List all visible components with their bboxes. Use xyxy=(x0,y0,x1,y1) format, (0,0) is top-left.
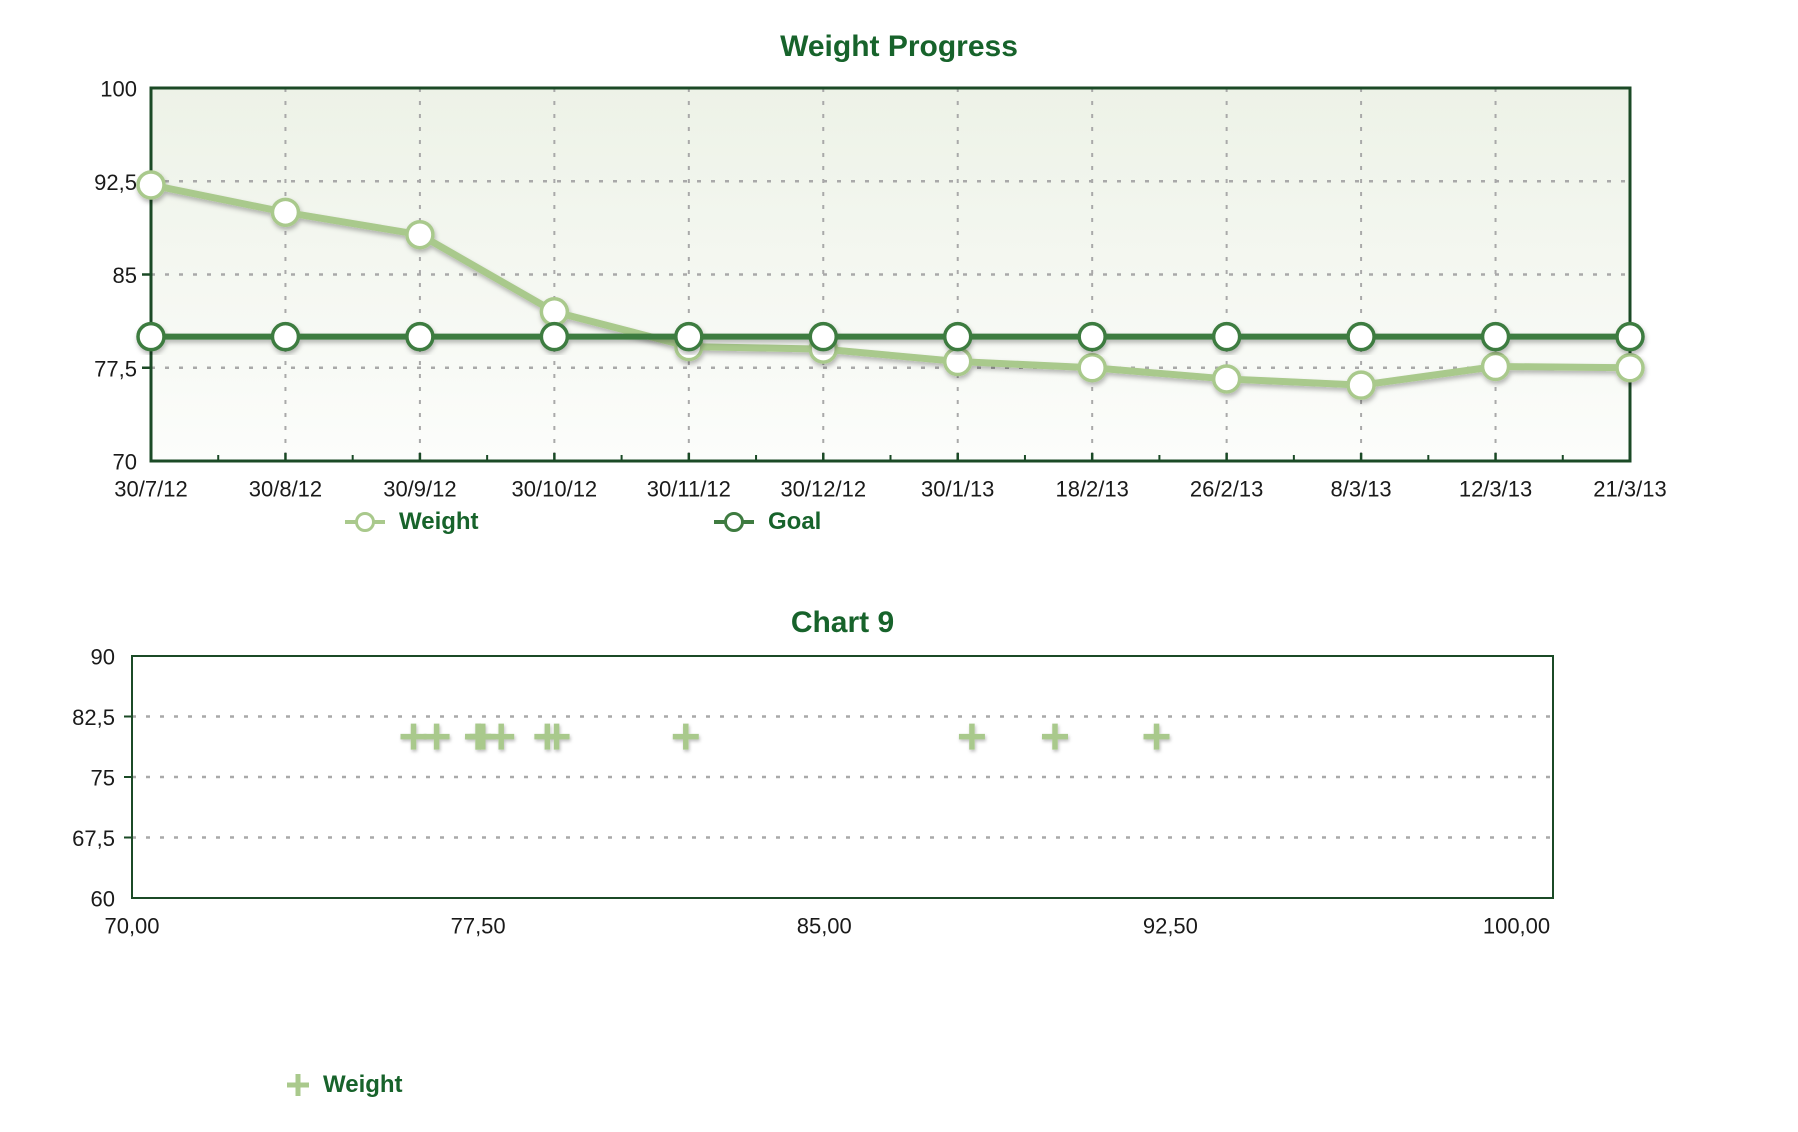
x-tick-label: 85,00 xyxy=(797,914,852,939)
weight-legend-circle xyxy=(355,512,375,532)
weight-point-marker xyxy=(405,219,435,250)
x-tick-label: 100,00 xyxy=(1483,914,1550,939)
weight-point-marker xyxy=(1480,351,1511,382)
weight-legend-marker xyxy=(345,512,385,532)
goal-point-marker xyxy=(1077,321,1107,352)
x-tick-label: 30/12/12 xyxy=(780,477,866,502)
goal-point-marker xyxy=(1615,321,1645,352)
x-tick-label: 21/3/13 xyxy=(1593,477,1666,502)
goal-series xyxy=(136,321,1645,352)
y-tick-label: 60 xyxy=(91,887,115,912)
weight-point-marker xyxy=(270,197,301,228)
weight-scatter-point xyxy=(423,723,450,750)
x-tick-label: 30/10/12 xyxy=(512,477,598,502)
goal-point-marker xyxy=(539,321,570,352)
x-tick-label: 30/7/12 xyxy=(114,477,187,502)
x-tick-label: 77,50 xyxy=(451,914,506,939)
goal-point-marker xyxy=(405,321,435,352)
y-tick-label: 67,5 xyxy=(72,826,115,851)
y-tick-label: 90 xyxy=(91,645,115,670)
x-tick-label: 12/3/13 xyxy=(1459,477,1532,502)
weight-scatter-point xyxy=(672,723,699,750)
weight-scatter-legend-label: Weight xyxy=(323,1071,403,1098)
y-tick-label: 82,5 xyxy=(72,705,115,730)
goal-point-marker xyxy=(808,321,839,352)
y-tick-label: 85 xyxy=(113,263,137,288)
y-tick-label: 75 xyxy=(91,766,115,791)
weight-scatter-point xyxy=(534,723,561,750)
legend-item-weight: Weight xyxy=(343,508,479,536)
weight-scatter-legend-plus xyxy=(287,1074,309,1096)
weight-point-marker xyxy=(942,346,973,377)
weight-point-marker xyxy=(1211,364,1242,394)
goal-point-marker xyxy=(674,321,704,352)
goal-point-marker xyxy=(1480,321,1511,352)
legend-item-weight-scatter: Weight xyxy=(285,1071,403,1099)
legend-item-goal: Goal xyxy=(712,508,821,536)
weight-scatter-point xyxy=(958,723,985,750)
weight-point-marker xyxy=(539,297,570,327)
x-tick-label: 8/3/13 xyxy=(1331,477,1392,502)
weight-point-marker xyxy=(1077,353,1107,383)
x-tick-label: 26/2/13 xyxy=(1190,477,1263,502)
y-tick-label: 100 xyxy=(100,77,137,102)
weight-scatter-point xyxy=(1143,723,1170,750)
weight-legend-label: Weight xyxy=(399,508,479,535)
y-tick-label: 77,5 xyxy=(94,356,137,381)
goal-legend-label: Goal xyxy=(768,508,822,535)
x-tick-label: 92,50 xyxy=(1143,914,1198,939)
weight-line xyxy=(150,181,1631,389)
weight-point-marker xyxy=(1615,353,1645,383)
x-tick-label: 18/2/13 xyxy=(1055,477,1128,502)
x-tick-label: 30/1/13 xyxy=(921,477,994,502)
weight-point-marker xyxy=(1346,370,1376,400)
goal-point-marker xyxy=(1346,321,1376,352)
weight-scatter-legend-marker xyxy=(287,1074,309,1096)
x-tick-label: 30/8/12 xyxy=(249,477,322,502)
weight-scatter-point xyxy=(465,723,492,750)
weight-scatter-point xyxy=(400,723,427,750)
weight-point-marker xyxy=(136,170,166,200)
chart9-title: Chart 9 xyxy=(790,606,895,639)
x-tick-label: 30/11/12 xyxy=(647,477,731,502)
weight-scatter-point xyxy=(1042,723,1068,750)
goal-point-marker xyxy=(270,321,301,352)
goal-legend-marker xyxy=(714,512,754,532)
weight-series xyxy=(136,170,1645,400)
x-tick-label: 70,00 xyxy=(104,914,159,939)
weight-scatter-series xyxy=(400,723,1170,750)
y-tick-label: 70 xyxy=(113,450,137,475)
goal-legend-circle xyxy=(724,512,744,532)
plot-background xyxy=(151,88,1630,461)
plot-background xyxy=(132,656,1553,898)
weight-progress-title: Weight Progress xyxy=(780,30,1018,63)
y-tick-label: 92,5 xyxy=(94,170,137,195)
goal-point-marker xyxy=(136,321,166,352)
x-tick-label: 30/9/12 xyxy=(383,477,456,502)
goal-point-marker xyxy=(1211,321,1242,352)
goal-point-marker xyxy=(942,321,973,352)
